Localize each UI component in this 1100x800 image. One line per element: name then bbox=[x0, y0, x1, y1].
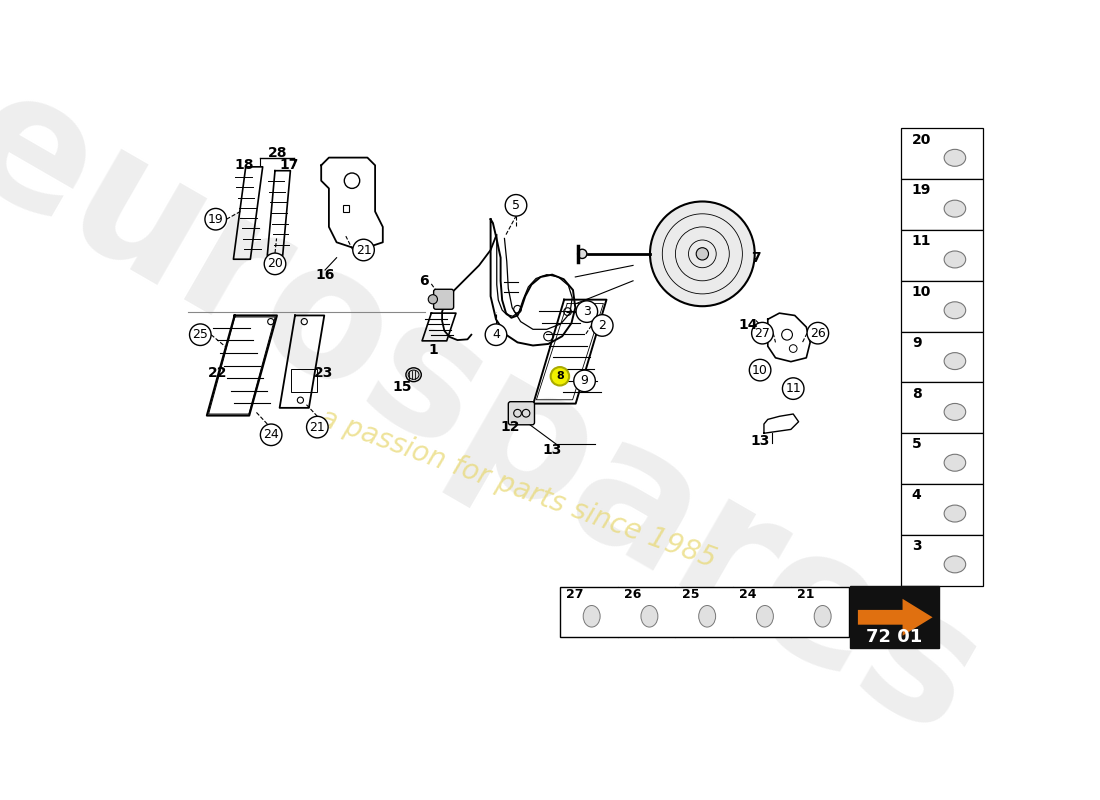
Text: 6: 6 bbox=[419, 274, 428, 288]
Bar bbox=[560, 587, 849, 638]
Text: 17: 17 bbox=[279, 158, 298, 172]
Circle shape bbox=[353, 239, 374, 261]
Bar bbox=[901, 179, 983, 230]
Text: 1: 1 bbox=[428, 343, 438, 357]
Text: 8: 8 bbox=[912, 386, 922, 401]
Text: 11: 11 bbox=[912, 234, 932, 248]
Text: 23: 23 bbox=[314, 366, 333, 380]
Text: 10: 10 bbox=[752, 364, 768, 377]
Text: 15: 15 bbox=[393, 380, 411, 394]
Text: 26: 26 bbox=[624, 589, 641, 602]
Text: 12: 12 bbox=[500, 420, 519, 434]
Text: 19: 19 bbox=[912, 183, 932, 198]
Ellipse shape bbox=[583, 606, 601, 627]
Text: 20: 20 bbox=[267, 258, 283, 270]
Circle shape bbox=[307, 416, 328, 438]
Circle shape bbox=[189, 324, 211, 346]
Ellipse shape bbox=[944, 353, 966, 370]
Circle shape bbox=[264, 253, 286, 274]
Text: 5: 5 bbox=[512, 199, 520, 212]
Text: 8: 8 bbox=[556, 371, 564, 382]
Text: 2: 2 bbox=[598, 319, 606, 332]
Ellipse shape bbox=[641, 606, 658, 627]
Ellipse shape bbox=[944, 505, 966, 522]
Text: 25: 25 bbox=[682, 589, 700, 602]
Circle shape bbox=[551, 367, 569, 386]
Circle shape bbox=[749, 359, 771, 381]
Ellipse shape bbox=[944, 150, 966, 166]
Circle shape bbox=[428, 294, 438, 304]
Bar bbox=[901, 434, 983, 484]
Circle shape bbox=[592, 314, 613, 336]
Text: 3: 3 bbox=[583, 305, 591, 318]
Ellipse shape bbox=[944, 302, 966, 318]
Bar bbox=[901, 382, 983, 434]
Bar bbox=[901, 230, 983, 281]
Text: 21: 21 bbox=[309, 421, 326, 434]
Text: 3: 3 bbox=[912, 539, 922, 553]
Text: 21: 21 bbox=[355, 243, 372, 257]
Text: 9: 9 bbox=[581, 374, 589, 387]
Text: 21: 21 bbox=[798, 589, 815, 602]
Bar bbox=[901, 281, 983, 332]
Circle shape bbox=[261, 424, 282, 446]
Text: eurospares: eurospares bbox=[0, 50, 1010, 773]
Bar bbox=[901, 128, 983, 179]
Bar bbox=[292, 370, 317, 393]
Ellipse shape bbox=[944, 251, 966, 268]
Text: 18: 18 bbox=[234, 158, 254, 172]
Text: 16: 16 bbox=[316, 268, 334, 282]
Ellipse shape bbox=[944, 556, 966, 573]
Text: 9: 9 bbox=[912, 336, 922, 350]
Circle shape bbox=[807, 322, 828, 344]
Text: 26: 26 bbox=[810, 326, 826, 340]
Text: 27: 27 bbox=[566, 589, 584, 602]
Circle shape bbox=[205, 209, 227, 230]
Text: 4: 4 bbox=[492, 328, 499, 341]
Text: 11: 11 bbox=[785, 382, 801, 395]
Text: 13: 13 bbox=[750, 434, 770, 448]
Text: 4: 4 bbox=[912, 488, 922, 502]
Ellipse shape bbox=[944, 454, 966, 471]
FancyBboxPatch shape bbox=[508, 402, 535, 425]
Bar bbox=[850, 586, 938, 648]
Polygon shape bbox=[858, 599, 933, 636]
Circle shape bbox=[751, 322, 773, 344]
Circle shape bbox=[696, 248, 708, 260]
Text: 20: 20 bbox=[912, 133, 932, 146]
Text: 5: 5 bbox=[912, 438, 922, 451]
Ellipse shape bbox=[757, 606, 773, 627]
Text: 24: 24 bbox=[263, 428, 279, 442]
Bar bbox=[901, 484, 983, 535]
Text: 19: 19 bbox=[208, 213, 223, 226]
Circle shape bbox=[650, 202, 755, 306]
Text: 25: 25 bbox=[192, 328, 208, 341]
Bar bbox=[901, 535, 983, 586]
Text: 24: 24 bbox=[739, 589, 757, 602]
Text: 14: 14 bbox=[739, 318, 758, 333]
Circle shape bbox=[485, 324, 507, 346]
Circle shape bbox=[505, 194, 527, 216]
Circle shape bbox=[782, 378, 804, 399]
Circle shape bbox=[578, 250, 587, 258]
Text: 7: 7 bbox=[751, 250, 760, 265]
Bar bbox=[343, 206, 349, 211]
Ellipse shape bbox=[406, 368, 421, 382]
Ellipse shape bbox=[944, 200, 966, 217]
FancyBboxPatch shape bbox=[433, 290, 453, 310]
Ellipse shape bbox=[944, 403, 966, 420]
Text: 72 01: 72 01 bbox=[867, 628, 923, 646]
Bar bbox=[901, 332, 983, 382]
Circle shape bbox=[574, 370, 595, 392]
Text: 22: 22 bbox=[208, 366, 228, 380]
Text: 28: 28 bbox=[267, 146, 287, 160]
Text: 13: 13 bbox=[542, 443, 562, 457]
Ellipse shape bbox=[698, 606, 716, 627]
Circle shape bbox=[576, 301, 597, 322]
Ellipse shape bbox=[814, 606, 832, 627]
Text: 27: 27 bbox=[755, 326, 770, 340]
Text: a passion for parts since 1985: a passion for parts since 1985 bbox=[316, 404, 719, 574]
Text: 10: 10 bbox=[912, 285, 932, 299]
